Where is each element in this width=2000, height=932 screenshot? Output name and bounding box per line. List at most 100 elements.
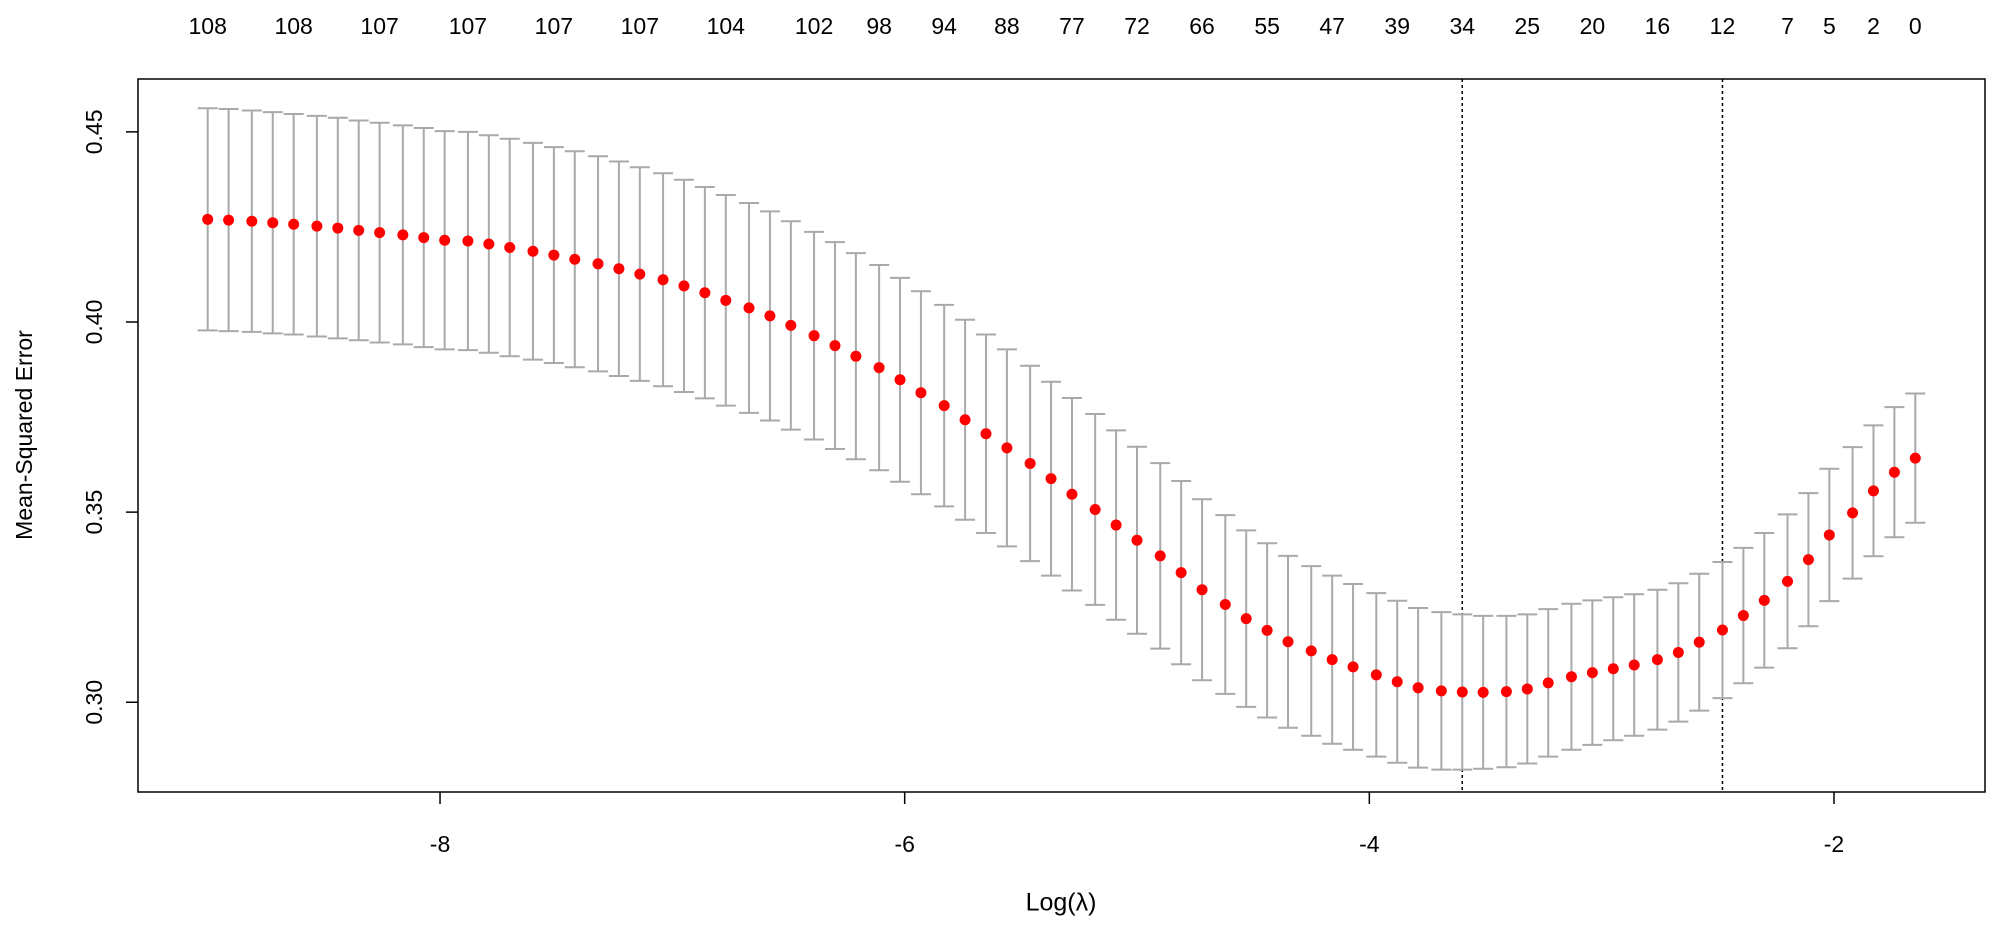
- x-tick-label: -8: [430, 831, 450, 857]
- point: [938, 400, 950, 412]
- top-count-label: 107: [535, 13, 573, 39]
- top-count-label: 94: [931, 13, 957, 39]
- point: [613, 263, 625, 275]
- point: [267, 217, 279, 229]
- y-tick-label: 0.30: [81, 680, 107, 725]
- top-count-label: 47: [1319, 13, 1345, 39]
- point: [657, 274, 669, 286]
- point: [397, 229, 409, 241]
- top-count-label: 12: [1710, 13, 1736, 39]
- point: [332, 222, 344, 234]
- point: [311, 220, 323, 232]
- point: [1802, 554, 1814, 566]
- point: [1219, 599, 1231, 611]
- top-count-label: 55: [1254, 13, 1280, 39]
- point: [592, 258, 604, 270]
- point: [1175, 567, 1187, 579]
- point: [1693, 636, 1705, 648]
- point: [1607, 663, 1619, 675]
- point: [1089, 503, 1101, 515]
- point: [1888, 466, 1900, 478]
- point: [1782, 575, 1794, 587]
- top-count-label: 107: [449, 13, 487, 39]
- top-count-label: 7: [1781, 13, 1794, 39]
- point: [462, 235, 474, 247]
- top-count-label: 34: [1449, 13, 1475, 39]
- point: [699, 287, 711, 299]
- point: [246, 215, 258, 227]
- point: [980, 428, 992, 440]
- top-count-label: 72: [1124, 13, 1150, 39]
- point: [1867, 485, 1879, 497]
- point: [1305, 645, 1317, 657]
- point: [418, 232, 430, 244]
- top-count-label: 66: [1189, 13, 1215, 39]
- x-tick-label: -6: [894, 831, 914, 857]
- top-count-label: 88: [994, 13, 1020, 39]
- point: [1154, 550, 1166, 562]
- point: [202, 213, 214, 225]
- top-count-label: 107: [621, 13, 659, 39]
- point: [353, 224, 365, 236]
- y-tick-label: 0.40: [81, 300, 107, 345]
- point: [1412, 682, 1424, 694]
- point: [439, 234, 451, 246]
- point: [504, 241, 516, 253]
- point: [1326, 654, 1338, 666]
- point: [894, 374, 906, 386]
- y-axis-label: Mean-Squared Error: [11, 330, 37, 540]
- point: [1391, 676, 1403, 688]
- point: [1370, 669, 1382, 681]
- point: [223, 214, 235, 226]
- point: [548, 249, 560, 261]
- point: [569, 253, 581, 265]
- y-tick-label: 0.35: [81, 490, 107, 535]
- point: [1110, 519, 1122, 531]
- top-count-label: 5: [1823, 13, 1836, 39]
- point: [1024, 457, 1036, 469]
- point: [743, 302, 755, 314]
- top-count-label: 16: [1645, 13, 1671, 39]
- top-count-label: 108: [274, 13, 312, 39]
- point: [1672, 646, 1684, 658]
- point: [483, 238, 495, 250]
- point: [288, 218, 300, 230]
- top-count-label: 77: [1059, 13, 1085, 39]
- point: [1261, 624, 1273, 636]
- point: [1909, 452, 1921, 464]
- point: [1542, 677, 1554, 689]
- point: [1435, 685, 1447, 697]
- x-axis-label: Log(λ): [1026, 889, 1097, 917]
- point: [915, 387, 927, 399]
- point: [850, 350, 862, 362]
- point: [959, 414, 971, 426]
- point: [873, 362, 885, 374]
- top-count-label: 25: [1515, 13, 1541, 39]
- point: [1066, 488, 1078, 500]
- point: [1823, 529, 1835, 541]
- point: [1737, 610, 1749, 622]
- point: [1521, 683, 1533, 695]
- plot-frame: [137, 78, 1986, 793]
- point: [678, 280, 690, 292]
- point: [1651, 654, 1663, 666]
- point: [1347, 661, 1359, 673]
- point: [1758, 594, 1770, 606]
- point: [527, 245, 539, 257]
- point: [1477, 686, 1489, 698]
- point: [1045, 473, 1057, 485]
- top-count-label: 0: [1909, 13, 1922, 39]
- point: [808, 330, 820, 342]
- point: [764, 310, 776, 322]
- point: [1001, 442, 1013, 454]
- point: [785, 319, 797, 331]
- point: [1196, 584, 1208, 596]
- point: [1565, 671, 1577, 683]
- point: [1847, 507, 1859, 519]
- x-tick-label: -2: [1824, 831, 1844, 857]
- y-tick-label: 0.45: [81, 109, 107, 154]
- top-count-label: 102: [795, 13, 833, 39]
- point: [1240, 613, 1252, 625]
- point: [1456, 686, 1468, 698]
